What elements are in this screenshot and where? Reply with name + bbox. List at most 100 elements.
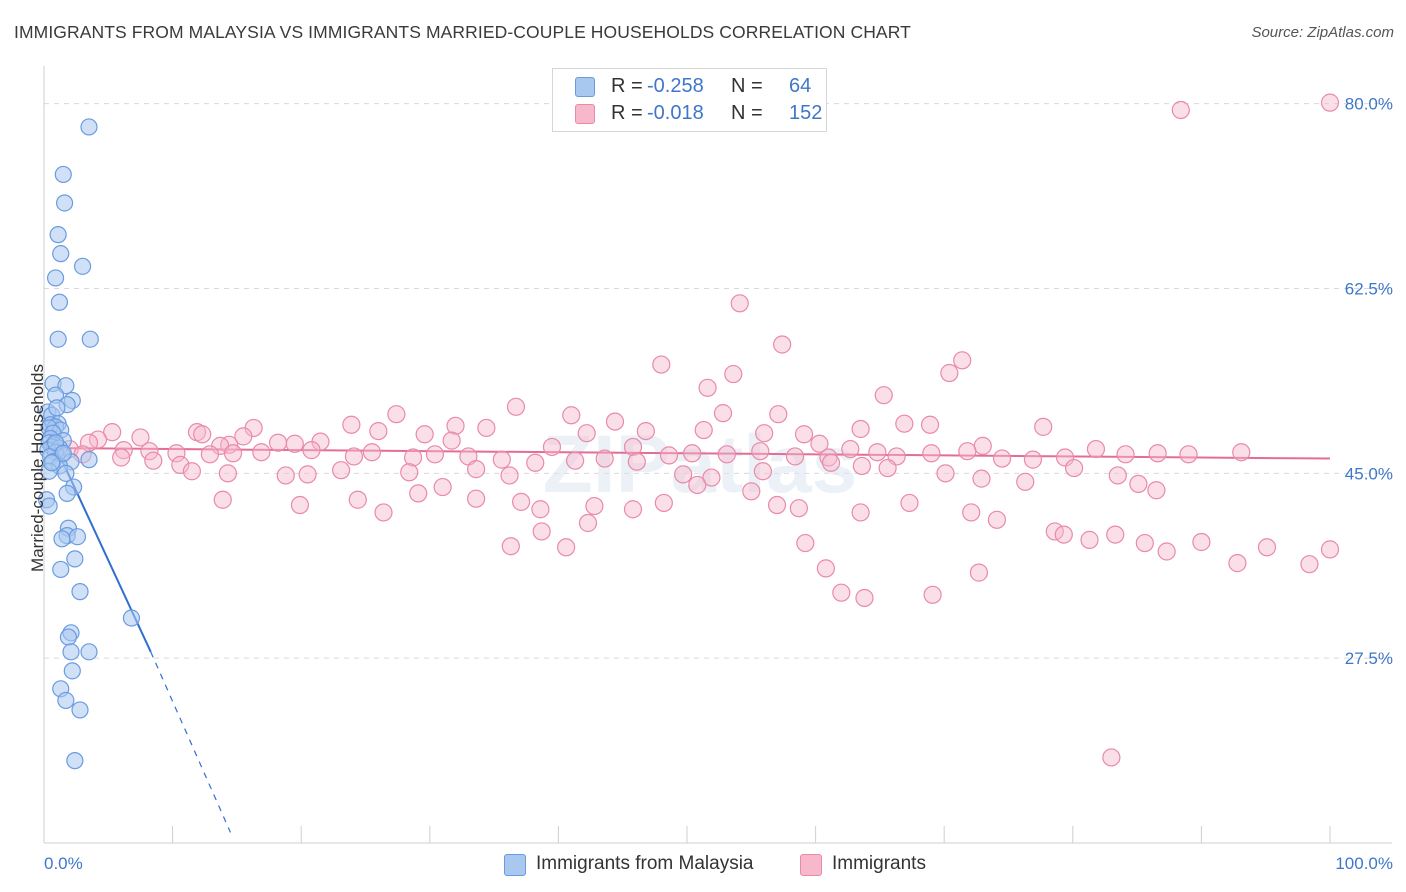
data-point-immigrants [874, 386, 893, 405]
data-point-immigrants [331, 461, 351, 480]
legend-n-label: N = [731, 75, 763, 97]
bottom-legend-swatch-pink [800, 854, 822, 876]
data-point-immigrants [698, 378, 717, 397]
data-point-immigrants [500, 466, 519, 485]
legend-r-value: -0.018 [647, 102, 704, 124]
data-point-immigrants [562, 406, 581, 425]
tick-labels: 27.5% 45.0% 62.5% 80.0% 0.0% 100.0% [44, 95, 1393, 873]
data-point-immigrants [387, 405, 406, 424]
data-point-immigrants [218, 464, 237, 483]
data-point-immigrants [342, 415, 361, 434]
data-point-immigrants [1034, 417, 1053, 436]
data-point-immigrants [920, 415, 940, 434]
data-point-immigrants [751, 442, 770, 461]
legend-n-value: 152 [789, 102, 823, 124]
data-point-immigrants [717, 445, 736, 464]
data-point-immigrants [400, 463, 419, 482]
data-point-immigrants [841, 439, 860, 459]
data-point-malaysia [81, 330, 99, 348]
data-point-immigrants [171, 455, 190, 474]
series-immigrants [60, 93, 1340, 767]
data-point-malaysia [68, 528, 87, 546]
data-point-malaysia [122, 609, 141, 627]
data-point-immigrants [868, 443, 887, 462]
chart-title: IMMIGRANTS FROM MALAYSIA VS IMMIGRANTS M… [14, 22, 911, 42]
data-point-immigrants [769, 405, 788, 424]
data-point-malaysia [57, 691, 75, 710]
x-tick-label: 0.0% [44, 854, 83, 873]
data-point-immigrants [374, 503, 393, 522]
data-point-immigrants [1157, 542, 1176, 561]
legend-r-label: R = [611, 102, 643, 124]
data-point-malaysia [54, 165, 72, 184]
data-point-immigrants [348, 490, 367, 509]
data-point-immigrants [285, 434, 304, 453]
bottom-legend-swatch-blue [504, 854, 526, 876]
data-point-malaysia [49, 226, 67, 244]
data-point-immigrants [789, 499, 808, 518]
data-point-immigrants [531, 500, 550, 519]
data-point-immigrants [144, 451, 163, 470]
data-point-immigrants [767, 495, 787, 515]
data-point-immigrants [785, 447, 805, 466]
data-point-immigrants [713, 404, 733, 423]
data-point-immigrants [344, 447, 364, 466]
data-point-malaysia [54, 444, 72, 462]
data-point-immigrants [623, 500, 643, 519]
data-point-immigrants [252, 443, 271, 462]
x-tick-label: 100.0% [1335, 854, 1393, 873]
data-point-immigrants [290, 495, 310, 515]
y-tick-label: 80.0% [1345, 95, 1393, 114]
data-point-immigrants [605, 412, 625, 431]
data-point-immigrants [466, 489, 486, 508]
data-point-immigrants [114, 441, 133, 460]
legend-swatch-blue [575, 77, 595, 97]
data-point-immigrants [900, 493, 919, 513]
data-point-malaysia [43, 454, 61, 472]
bottom-legend-label: Immigrants [832, 853, 926, 874]
data-point-immigrants [1228, 554, 1247, 573]
data-point-immigrants [595, 449, 614, 468]
data-point-immigrants [694, 420, 713, 440]
data-point-malaysia [66, 752, 84, 770]
data-point-malaysia [59, 628, 78, 646]
data-point-immigrants [1023, 450, 1043, 469]
data-point-immigrants [1179, 445, 1198, 464]
data-point-immigrants [298, 465, 317, 484]
data-point-immigrants [466, 460, 486, 479]
legend-n-label: N = [731, 102, 763, 124]
data-point-immigrants [1054, 525, 1073, 544]
data-point-immigrants [972, 469, 991, 488]
data-point-immigrants [958, 442, 977, 461]
data-point-immigrants [512, 492, 531, 511]
source-label: Source: ZipAtlas.com [1251, 24, 1394, 41]
data-point-immigrants [796, 533, 815, 553]
data-point-immigrants [810, 434, 829, 453]
data-point-immigrants [940, 363, 959, 383]
data-point-malaysia [80, 643, 98, 661]
data-point-immigrants [1102, 748, 1121, 767]
data-point-immigrants [773, 335, 792, 354]
data-point-immigrants [821, 453, 841, 472]
data-point-malaysia [63, 662, 81, 680]
data-point-malaysia [57, 464, 75, 482]
data-point-immigrants [636, 421, 655, 441]
data-point-malaysia [52, 245, 70, 263]
data-point-immigrants [816, 559, 835, 578]
data-point-immigrants [962, 503, 981, 522]
data-point-immigrants [577, 424, 596, 443]
data-point-immigrants [659, 446, 679, 465]
data-point-immigrants [969, 563, 989, 582]
data-point-malaysia [73, 257, 92, 275]
data-point-immigrants [1135, 533, 1154, 553]
data-point-immigrants [193, 425, 212, 444]
data-point-malaysia [55, 194, 74, 212]
data-point-immigrants [425, 445, 445, 464]
data-point-immigrants [1147, 481, 1166, 500]
data-point-immigrants [501, 537, 520, 556]
data-point-malaysia [40, 497, 58, 515]
data-point-immigrants [542, 437, 562, 457]
data-point-immigrants [852, 456, 871, 476]
data-point-immigrants [369, 421, 388, 441]
data-point-malaysia [48, 399, 66, 417]
